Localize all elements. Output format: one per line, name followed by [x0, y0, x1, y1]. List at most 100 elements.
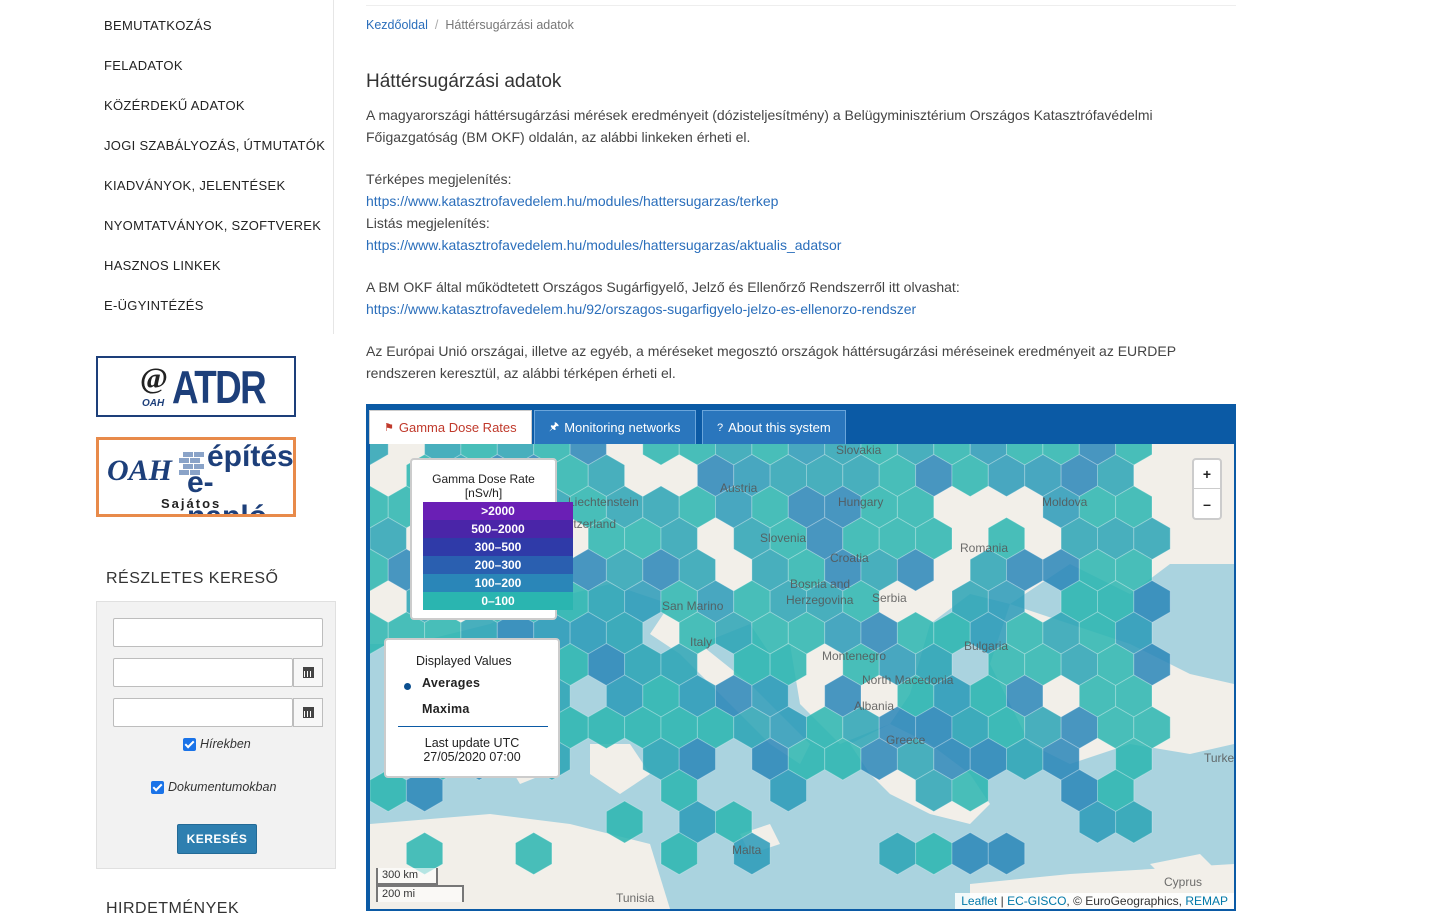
menu-item-kiadvanyok[interactable]: KIADVÁNYOK, JELENTÉSEK	[104, 178, 286, 193]
menu-item-e-ugyintezes[interactable]: E-ÜGYINTÉZÉS	[104, 298, 204, 313]
date-from-input[interactable]	[113, 658, 293, 687]
date-from-calendar-button[interactable]	[293, 658, 323, 687]
legend-class-300-500: 300–500	[423, 538, 573, 556]
bricks-icon	[179, 452, 204, 475]
dose-rate-legend: Gamma Dose Rate [nSv/h] >2000 500–2000 3…	[410, 458, 573, 620]
zoom-out-button[interactable]: –	[1203, 495, 1211, 512]
dose-rate-hexagon[interactable]	[605, 800, 644, 844]
option-maxima[interactable]: Maxima	[422, 702, 470, 716]
dose-rate-hexagon[interactable]	[370, 444, 389, 466]
selected-radio-dot	[404, 683, 411, 690]
enaplo-text-sajatos: Sajátos	[161, 496, 222, 511]
intro-line-2: Főigazgatóság (BM OKF) oldalán, az alább…	[366, 129, 751, 145]
atdr-oah-text: OAH	[142, 398, 165, 409]
map-place-label: Italy	[690, 635, 712, 649]
tab-monitoring-label: Monitoring networks	[564, 420, 681, 435]
eurdep-map-widget: ⚑ Gamma Dose Rates 🖈 Monitoring networks ?…	[366, 404, 1236, 911]
flag-icon: ⚑	[384, 422, 394, 434]
map-place-label: Serbia	[872, 591, 907, 605]
question-icon: ?	[717, 421, 724, 434]
calendar-icon	[302, 667, 314, 678]
map-place-label: Romania	[960, 541, 1008, 555]
epitesi-enaplo-banner[interactable]: OAH építési e-napló Sajátos	[96, 437, 296, 517]
zoom-in-button[interactable]: +	[1194, 460, 1220, 489]
dose-rate-hexagon[interactable]	[915, 831, 953, 876]
map-place-label: Turkey	[1204, 751, 1234, 765]
checkbox-news[interactable]	[183, 737, 196, 751]
map-place-label: Bulgaria	[964, 639, 1008, 653]
atdr-banner[interactable]: @ ATDR OAH	[96, 356, 296, 417]
search-text-input[interactable]	[113, 618, 323, 647]
enaplo-text-enaplo: e-napló	[187, 466, 267, 517]
ec-gisco-link[interactable]: EC-GISCO	[1007, 894, 1067, 908]
calendar-icon	[302, 707, 314, 718]
tab-gamma-dose-rates[interactable]: ⚑ Gamma Dose Rates	[369, 410, 532, 444]
checkbox-docs-row[interactable]: Dokumentumokban	[151, 780, 276, 794]
map-place-label: Hungary	[838, 495, 883, 509]
legend-title: Gamma Dose Rate [nSv/h]	[432, 472, 535, 500]
dose-rate-hexagon[interactable]	[896, 548, 935, 592]
date-to-calendar-button[interactable]	[293, 698, 323, 727]
eu-paragraph: Az Európai Unió országai, illetve az egy…	[366, 340, 1236, 384]
atdr-logo-text: ATDR	[172, 361, 267, 413]
option-averages[interactable]: Averages	[422, 676, 481, 690]
menu-item-nyomtatvanyok[interactable]: NYOMTATVÁNYOK, SZOFTVEREK	[104, 218, 322, 233]
menu-item-kozerdeku-adatok[interactable]: KÖZÉRDEKŰ ADATOK	[104, 98, 245, 113]
map-place-label: Tunisia	[616, 891, 655, 905]
map-place-label: Cyprus	[1164, 875, 1202, 889]
last-update: Last update UTC 27/05/2020 07:00	[386, 736, 558, 764]
dose-rate-hexagon[interactable]	[1115, 800, 1153, 844]
date-to-input[interactable]	[113, 698, 293, 727]
panel-divider	[398, 726, 548, 727]
tab-about-system[interactable]: ? About this system	[702, 410, 846, 444]
map-canvas[interactable]: Slovakia Austria Hungary Liechtenstein Switz…	[370, 444, 1234, 909]
dose-rate-hexagon[interactable]	[660, 831, 698, 876]
menu-item-feladatok[interactable]: FELADATOK	[104, 58, 183, 73]
dose-rate-hexagon[interactable]	[951, 831, 989, 876]
map-place-label: Liechtenstein	[568, 495, 639, 509]
map-place-label: Croatia	[830, 551, 869, 565]
list-view-link[interactable]: https://www.katasztrofavedelem.hu/module…	[366, 237, 842, 253]
system-link[interactable]: https://www.katasztrofavedelem.hu/92/ors…	[366, 301, 917, 317]
breadcrumb-current: Háttérsugárzási adatok	[445, 18, 574, 32]
map-place-label: Montenegro	[822, 649, 886, 663]
dose-rate-hexagon[interactable]	[515, 831, 553, 876]
tab-monitoring-networks[interactable]: 🖈 Monitoring networks	[534, 410, 696, 444]
dose-rate-hexagon[interactable]	[769, 768, 807, 813]
atdr-at-sign: @	[140, 362, 168, 395]
scale-bar: 300 km 200 mi	[376, 868, 464, 902]
tab-about-label: About this system	[728, 420, 831, 435]
search-button[interactable]: KERESÉS	[177, 824, 257, 854]
enaplo-text-epitesi: építési	[207, 440, 296, 473]
top-divider	[366, 5, 1236, 6]
map-place-label: Moldova	[1042, 495, 1088, 509]
map-place-label: San Marino	[662, 599, 724, 613]
checkbox-docs[interactable]	[151, 780, 164, 794]
dose-rate-hexagon[interactable]	[987, 831, 1026, 876]
legend-class-100-200: 100–200	[423, 574, 573, 592]
menu-item-jogi-szabalyozas[interactable]: JOGI SZABÁLYOZÁS, ÚTMUTATÓK	[104, 138, 326, 153]
displayed-values-panel: Displayed Values Averages Maxima Last up…	[384, 638, 560, 778]
checkbox-news-row[interactable]: Hírekben	[183, 737, 251, 751]
pushpin-icon: 🖈	[549, 421, 560, 433]
dose-rate-hexagon[interactable]	[951, 768, 989, 813]
leaflet-link[interactable]: Leaflet	[961, 894, 998, 908]
displayed-values-title: Displayed Values	[416, 654, 512, 668]
dose-rate-hexagon[interactable]	[878, 831, 917, 876]
intro-paragraph: A magyarországi háttérsugárzási mérések …	[366, 104, 1236, 148]
dose-rate-hexagon[interactable]	[405, 831, 444, 876]
breadcrumb: Kezdőoldal / Háttérsugárzási adatok	[366, 18, 574, 32]
map-view-label: Térképes megjelenítés:	[366, 171, 512, 187]
menu-item-hasznos-linkek[interactable]: HASZNOS LINKEK	[104, 258, 221, 273]
menu-item-bemutatkozas[interactable]: BEMUTATKOZÁS	[104, 18, 212, 33]
remap-link[interactable]: REMAP	[1185, 894, 1228, 908]
breadcrumb-home-link[interactable]: Kezdőoldal	[366, 18, 428, 32]
tab-gamma-label: Gamma Dose Rates	[398, 420, 517, 435]
search-title: RÉSZLETES KERESŐ	[106, 570, 279, 587]
dose-rate-hexagon[interactable]	[733, 831, 771, 876]
sidebar: BEMUTATKOZÁS FELADATOK KÖZÉRDEKŰ ADATOK …	[96, 0, 336, 917]
system-label: A BM OKF által működtetett Országos Sugá…	[366, 279, 960, 295]
map-view-link[interactable]: https://www.katasztrofavedelem.hu/module…	[366, 193, 779, 209]
system-block: A BM OKF által működtetett Országos Sugá…	[366, 276, 1236, 320]
map-place-label: Herzegovina	[786, 593, 854, 607]
